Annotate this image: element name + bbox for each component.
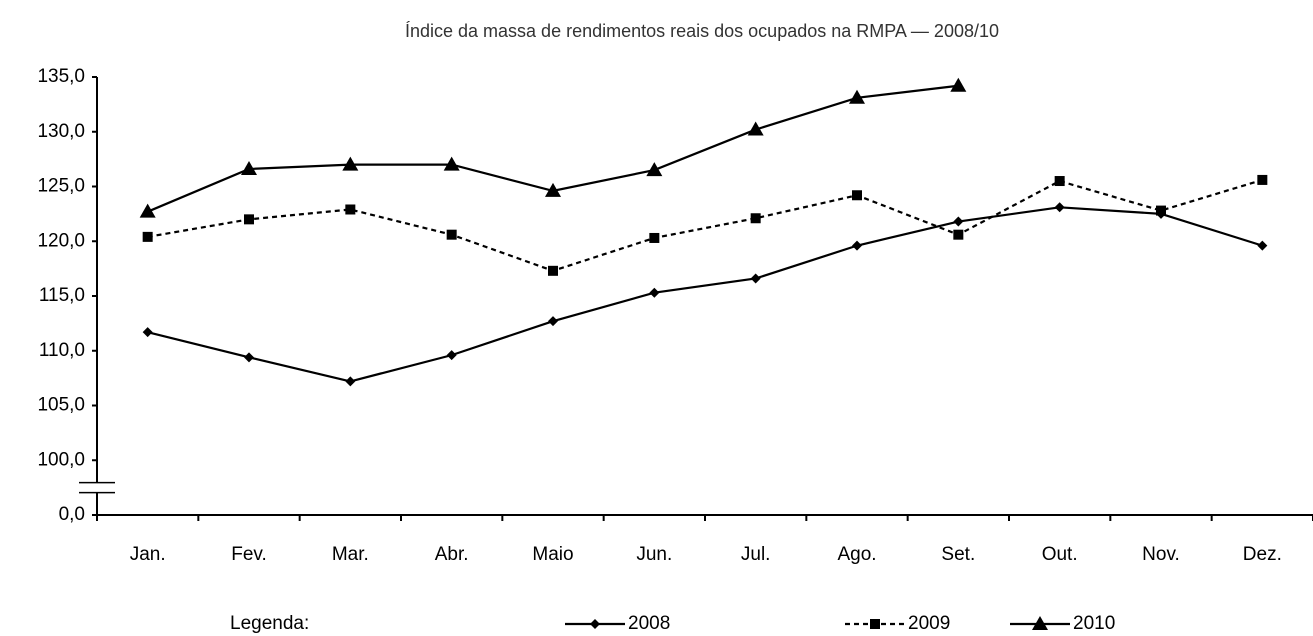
- axis-break-gap: [91, 482, 103, 493]
- legend-label: 2009: [908, 613, 950, 634]
- marker: [1257, 240, 1268, 251]
- marker: [950, 77, 967, 92]
- legend-marker: [1032, 616, 1048, 630]
- x-tick-label: Dez.: [1243, 544, 1282, 565]
- y-tick-label: 120,0: [37, 230, 85, 251]
- legend-label: 2010: [1073, 613, 1115, 634]
- legend-label: Legenda:: [230, 613, 309, 634]
- marker: [548, 316, 558, 327]
- y-tick-label: 135,0: [37, 66, 85, 87]
- marker: [852, 240, 862, 251]
- x-tick-label: Jun.: [636, 544, 672, 565]
- marker: [646, 162, 663, 177]
- marker: [1054, 202, 1065, 213]
- marker: [649, 287, 660, 298]
- y-tick-label: 105,0: [37, 395, 85, 416]
- x-tick-label: Jul.: [741, 544, 771, 565]
- marker: [953, 229, 964, 240]
- marker: [142, 327, 153, 338]
- marker: [1156, 205, 1166, 216]
- legend-label: 2008: [628, 613, 670, 634]
- marker: [953, 216, 964, 227]
- marker: [852, 190, 862, 201]
- marker: [849, 89, 865, 104]
- marker: [1054, 176, 1065, 187]
- marker: [548, 265, 558, 276]
- marker: [244, 214, 254, 225]
- marker: [649, 232, 660, 243]
- marker: [443, 156, 460, 171]
- y-tick-label: 0,0: [59, 504, 85, 525]
- y-tick-label: 130,0: [37, 121, 85, 142]
- marker: [139, 203, 156, 218]
- x-tick-label: Set.: [941, 544, 975, 565]
- x-tick-label: Jan.: [130, 544, 166, 565]
- marker: [545, 182, 561, 197]
- marker: [747, 121, 764, 136]
- marker: [750, 213, 761, 224]
- y-tick-label: 110,0: [39, 340, 85, 361]
- legend-marker: [590, 619, 600, 629]
- x-tick-label: Maio: [532, 544, 573, 565]
- x-tick-label: Abr.: [435, 544, 469, 565]
- marker: [241, 160, 257, 175]
- x-tick-label: Fev.: [231, 544, 267, 565]
- y-tick-label: 125,0: [37, 176, 85, 197]
- x-tick-label: Ago.: [837, 544, 876, 565]
- marker: [142, 231, 153, 242]
- marker: [446, 229, 457, 240]
- series-line: [147, 206, 1263, 383]
- marker: [345, 376, 356, 387]
- x-tick-label: Out.: [1042, 544, 1078, 565]
- marker: [1257, 174, 1268, 185]
- marker: [342, 156, 359, 171]
- chart-title: Índice da massa de rendimentos reais dos…: [405, 21, 999, 41]
- y-tick-label: 100,0: [37, 449, 85, 470]
- legend-marker: [870, 619, 880, 629]
- x-tick-label: Mar.: [332, 544, 369, 565]
- marker: [244, 352, 254, 363]
- marker: [750, 273, 761, 284]
- marker: [345, 204, 356, 215]
- marker: [446, 350, 457, 361]
- y-tick-label: 115,0: [39, 285, 85, 306]
- x-tick-label: Nov.: [1142, 544, 1180, 565]
